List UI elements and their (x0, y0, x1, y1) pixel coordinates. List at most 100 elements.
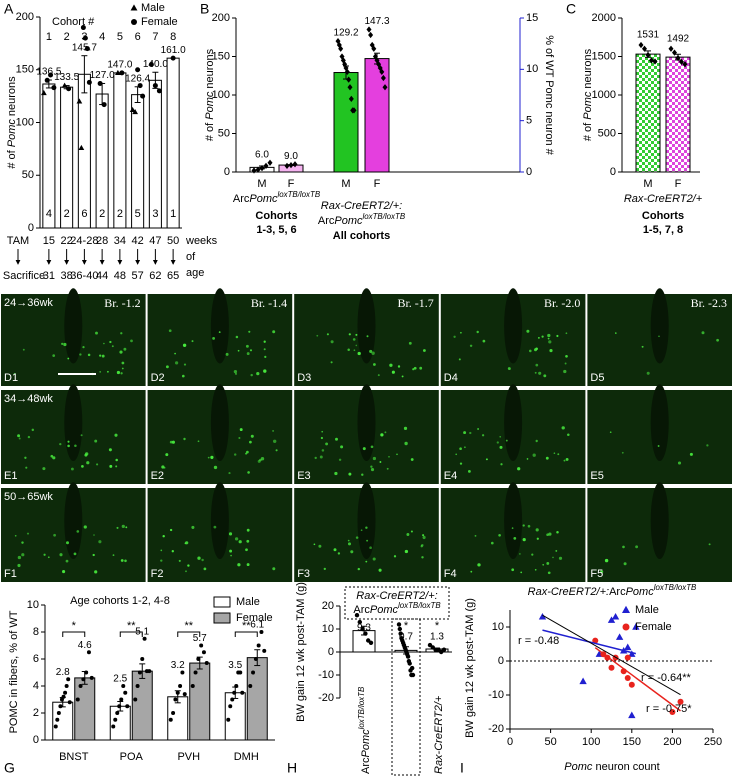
cell (120, 332, 123, 335)
cell (83, 525, 87, 529)
point (56, 711, 61, 715)
cell (101, 354, 105, 358)
y-axis-title: POMC in fibers, % of WT (8, 610, 20, 733)
cell (519, 553, 521, 555)
cell (477, 563, 481, 567)
value-label: 129.2 (333, 28, 358, 39)
cell (185, 541, 189, 545)
point (48, 72, 54, 78)
x-tick-label: F (288, 178, 295, 190)
cell (526, 458, 529, 460)
cell (73, 552, 77, 556)
group-label-part: Pomc (249, 193, 278, 205)
correlation-label: r = -0.48 (518, 635, 559, 647)
box-label: Rax-CreERT2/+: (356, 590, 437, 602)
point (628, 681, 635, 688)
y-tick-label: 100 (16, 116, 34, 128)
cell (335, 437, 338, 441)
cell (459, 447, 462, 451)
cell (234, 537, 239, 541)
x-tick-label-part: Arc (360, 757, 372, 774)
cell (248, 330, 251, 333)
cell (50, 454, 54, 458)
y-tick-label: -20 (488, 723, 504, 735)
cohort-number: 2 (64, 31, 70, 43)
cell (564, 362, 567, 365)
cell (565, 457, 569, 461)
panel-id: F4 (444, 568, 457, 580)
y-tick-label: 10 (492, 621, 504, 633)
significance-label: ** (127, 620, 136, 632)
y-tick-label: 10 (322, 623, 334, 635)
micrograph-shade (357, 482, 376, 559)
point (410, 672, 416, 678)
cell (108, 448, 112, 452)
cell (94, 570, 98, 574)
x-tick-label: M (643, 178, 652, 190)
significance-bracket (62, 631, 86, 637)
y-tick-label: 10 (526, 63, 538, 75)
point (204, 661, 209, 666)
point (147, 669, 152, 674)
n-label: 2 (117, 208, 123, 220)
cell (125, 526, 128, 529)
panel-id: D1 (4, 372, 18, 384)
point (338, 45, 344, 52)
point (142, 636, 147, 641)
bar (224, 692, 246, 741)
y-tick-label: 0 (498, 655, 504, 667)
tam-week: 34 (114, 235, 126, 247)
y-tick-label: 0 (610, 166, 616, 178)
micrograph-shade (210, 288, 229, 364)
cell (543, 374, 547, 378)
legend-label: Male (141, 2, 165, 14)
point (348, 95, 354, 102)
cell (124, 559, 127, 563)
y-tick-label: 200 (16, 11, 34, 23)
chart-title-part: loxTB/loxTB (654, 583, 697, 592)
cell (263, 369, 267, 373)
cell (42, 467, 46, 471)
point (180, 670, 185, 675)
point (368, 31, 374, 39)
micrograph-shade (504, 288, 523, 364)
value-label: 161.0 (161, 45, 186, 56)
cell (459, 462, 463, 465)
point (409, 665, 415, 671)
bar (131, 670, 153, 741)
point (238, 670, 243, 675)
cell (677, 461, 682, 465)
y-axis-title-part: neurons (582, 48, 594, 91)
point (357, 619, 362, 625)
group-label-part: loxTB/loxTB (278, 190, 321, 199)
box-label-part: Rax-CreERT2/+: (356, 590, 437, 602)
cell (168, 329, 172, 333)
point (382, 84, 388, 91)
cell (160, 549, 163, 552)
cell (14, 534, 17, 537)
cell (355, 536, 359, 539)
point (262, 648, 267, 653)
y-axis-title: BW gain 12 wk post-TAM (g) (464, 598, 476, 738)
cell (92, 553, 95, 557)
cell (249, 349, 253, 352)
point (135, 67, 141, 73)
point (405, 654, 411, 659)
cohort-header: Cohort # (52, 16, 95, 28)
x-tick-label: M (341, 178, 350, 190)
cell (334, 471, 338, 476)
cell (556, 530, 559, 534)
micrograph-shade (504, 384, 523, 461)
panel-id: F5 (590, 568, 603, 580)
point (130, 4, 138, 11)
cell (355, 333, 358, 336)
point (668, 45, 674, 52)
cell (178, 559, 181, 562)
cell (369, 546, 372, 550)
value-label: 147.0 (107, 60, 132, 71)
chart-title-part: Pomc (626, 586, 655, 598)
cell (52, 456, 56, 460)
cell (43, 553, 46, 556)
cell (352, 338, 356, 341)
cell (330, 361, 333, 364)
